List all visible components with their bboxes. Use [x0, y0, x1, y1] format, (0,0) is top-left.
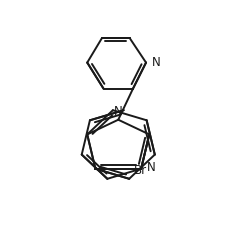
Text: Br: Br: [133, 164, 146, 177]
Text: N: N: [146, 161, 155, 174]
Text: N: N: [151, 56, 160, 69]
Text: N: N: [113, 105, 122, 118]
